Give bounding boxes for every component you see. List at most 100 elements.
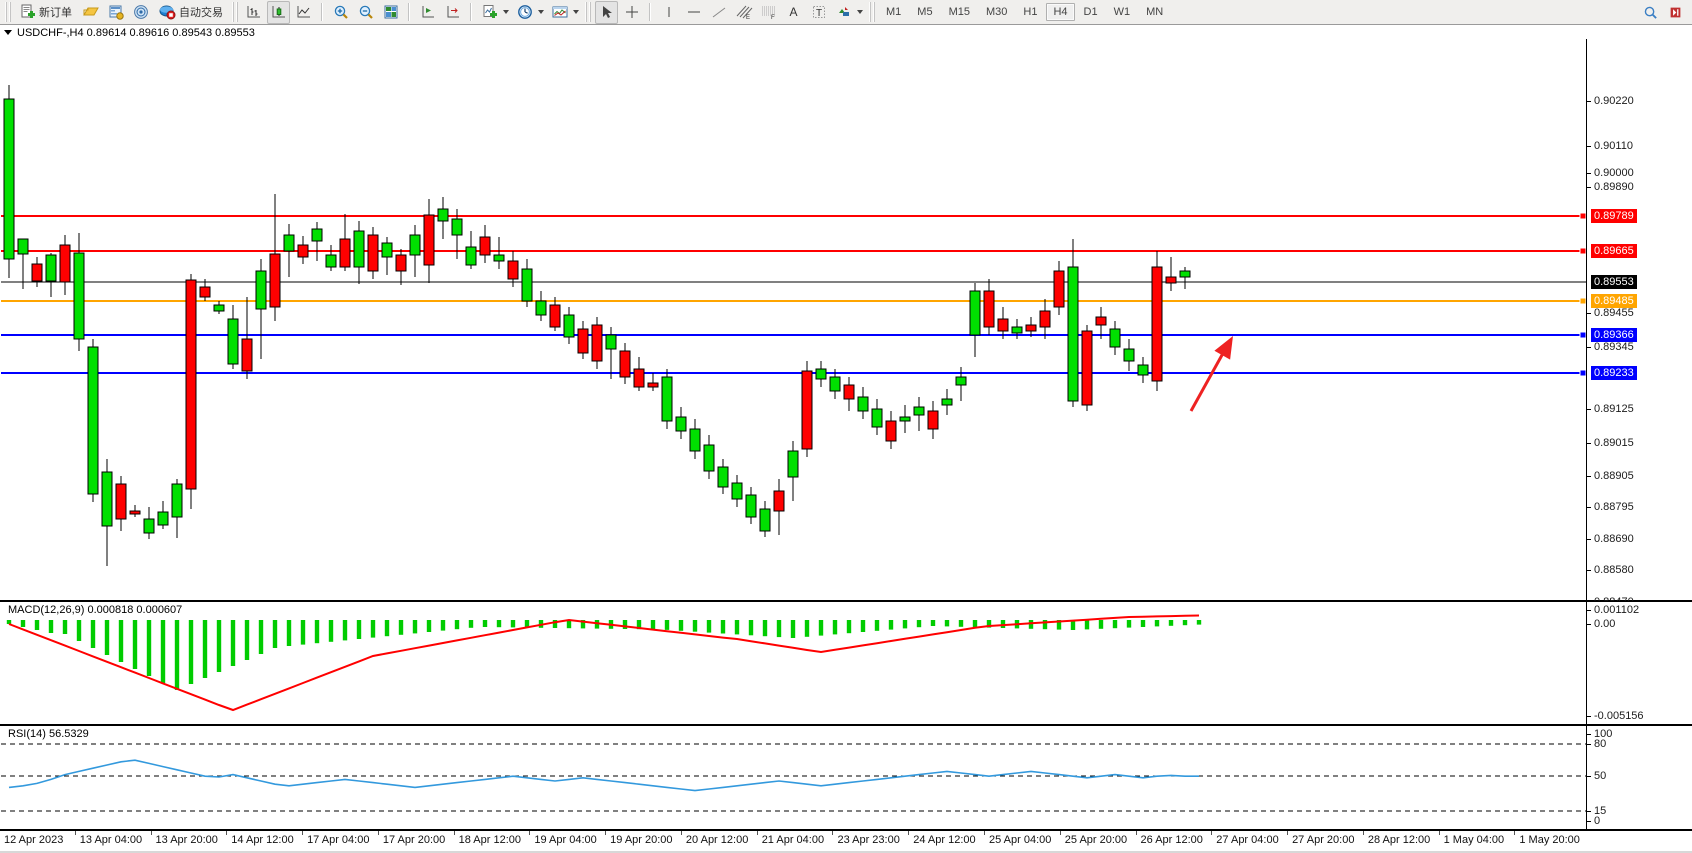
time-tick [453,831,455,835]
crosshair-icon [624,4,640,20]
market-watch-icon [108,4,124,20]
price-pane[interactable]: 0.90220 0.90110 0.90000 0.89890 0.89455 0.893… [0,39,1692,608]
indicators-dropdown-caret[interactable] [503,10,509,14]
price-tick-label: 0.88905 [1594,470,1634,482]
timeframe-m5[interactable]: M5 [917,6,933,18]
price-tick [1587,476,1591,477]
time-tick-label: 19 Apr 20:00 [610,834,673,846]
expert-advisor-button[interactable] [79,1,102,24]
rsi-tick [1587,776,1591,777]
timeframe-h4[interactable]: H4 [1046,3,1075,21]
signals-button[interactable] [129,1,152,24]
level-anchor-support-1[interactable] [1579,331,1586,339]
rsi-tick-label: 80 [1594,738,1607,750]
bullish-arrow [1189,336,1233,412]
macd-plot[interactable] [1,602,1586,724]
timeframe-mn[interactable]: MN [1146,6,1164,18]
time-tick [377,831,379,835]
search-icon [1643,5,1658,20]
equidistant-channel-button[interactable]: E [732,1,755,24]
svg-text:E: E [746,15,750,20]
line-chart-button[interactable] [292,1,315,24]
cursor-button[interactable] [595,0,618,24]
time-tick [908,831,910,835]
bar-chart-button[interactable] [242,1,265,24]
candlestick-chart-button[interactable] [267,0,290,24]
timeframe-m1[interactable]: M1 [886,6,902,18]
chart-area[interactable]: 0.90220 0.90110 0.90000 0.89890 0.89455 0.893… [0,39,1692,853]
periods-button[interactable] [513,1,536,24]
periods-dropdown-caret[interactable] [538,10,544,14]
timeframe-m30[interactable]: M30 [985,6,1008,18]
auto-scroll-button[interactable] [416,1,439,24]
data-window-button[interactable] [379,1,402,24]
symbol-ohlc-label: USDCHF-,H4 0.89614 0.89616 0.89543 0.895… [17,26,255,39]
level-anchor-mid-level[interactable] [1579,297,1586,305]
timeframe-m15[interactable]: M15 [948,6,970,18]
price-level-tag-support-1[interactable]: 0.89366 [1591,328,1637,342]
macd-scale[interactable]: 0.001102 0.00 -0.005156 [1586,602,1692,724]
vertical-line-button[interactable] [657,1,680,24]
auto-trading-label: 自动交易 [179,7,223,19]
chart-menu-caret-icon[interactable] [4,30,12,35]
auto-trading-icon [159,4,176,20]
zoom-out-button[interactable] [354,1,377,24]
level-anchor-support-2[interactable] [1579,369,1586,377]
horizontal-line-button[interactable] [682,1,705,24]
search-button[interactable] [1639,1,1662,24]
rsi-pane[interactable]: RSI(14) 56.5329 100 80 50 15 0 [0,725,1692,830]
time-tick [1362,831,1364,835]
auto-trading-button[interactable]: 自动交易 [154,1,228,24]
level-anchor-resistance-1[interactable] [1579,247,1586,255]
timeframe-h1[interactable]: H1 [1023,6,1038,18]
time-tick [832,831,834,835]
equidistant-channel-icon: E [735,4,753,20]
time-tick-label: 13 Apr 20:00 [155,834,218,846]
shapes-dropdown-caret[interactable] [857,10,863,14]
price-level-tag-resistance-2[interactable]: 0.89789 [1591,209,1637,223]
timeframe-d1[interactable]: D1 [1083,6,1098,18]
scroll-end-button[interactable] [1664,1,1687,24]
zoom-in-button[interactable] [329,1,352,24]
fibonacci-button[interactable]: F [757,1,780,24]
indicators-button[interactable] [478,1,501,24]
price-tick-label: 0.90220 [1594,95,1634,107]
chart-shift-button[interactable] [441,1,464,24]
rsi-tick-label: 0 [1594,815,1601,827]
price-level-tag-current-price[interactable]: 0.89553 [1591,275,1637,289]
shapes-button[interactable] [832,1,855,24]
horizontal-line-icon [685,4,703,20]
toolbar-grip-4[interactable] [869,2,875,22]
templates-button[interactable] [548,1,571,24]
price-tick [1587,187,1591,188]
trendline-button[interactable] [707,1,730,24]
macd-pane[interactable]: MACD(12,26,9) 0.000818 0.000607 0.001102… [0,601,1692,725]
price-tick-label: 0.89125 [1594,403,1634,415]
price-level-tag-mid-level[interactable]: 0.89485 [1591,294,1637,308]
label-button[interactable]: T [807,1,830,24]
timeframe-w1[interactable]: W1 [1113,6,1131,18]
templates-dropdown-caret[interactable] [573,10,579,14]
price-level-tag-support-2[interactable]: 0.89233 [1591,366,1637,380]
price-scale[interactable]: 0.90220 0.90110 0.90000 0.89890 0.89455 0.893… [1586,39,1692,608]
time-tick-label: 19 Apr 04:00 [534,834,597,846]
text-button[interactable]: A [782,1,805,24]
symbol-info-bar: USDCHF-,H4 0.89614 0.89616 0.89543 0.895… [0,25,1692,40]
price-plot[interactable] [1,39,1586,600]
toolbar-grip-3[interactable] [585,2,591,22]
level-anchor-resistance-2[interactable] [1579,212,1586,220]
rsi-scale[interactable]: 100 80 50 15 0 [1586,726,1692,829]
signal-radar-icon [133,4,149,20]
time-axis[interactable]: 12 Apr 2023 13 Apr 04:00 13 Apr 20:00 14 Ap… [0,830,1692,853]
time-tick-label: 25 Apr 04:00 [989,834,1052,846]
rsi-tick [1587,821,1591,822]
rsi-plot[interactable] [1,726,1586,829]
crosshair-button[interactable] [620,1,643,24]
price-level-tag-resistance-1[interactable]: 0.89665 [1591,244,1637,258]
toolbar-grip-2[interactable] [232,2,238,22]
time-tick-label: 17 Apr 04:00 [307,834,370,846]
new-order-button[interactable]: 新订单 [15,1,77,24]
market-watch-button[interactable] [104,1,127,24]
zoom-in-icon [333,4,349,20]
toolbar-grip[interactable] [5,2,11,22]
